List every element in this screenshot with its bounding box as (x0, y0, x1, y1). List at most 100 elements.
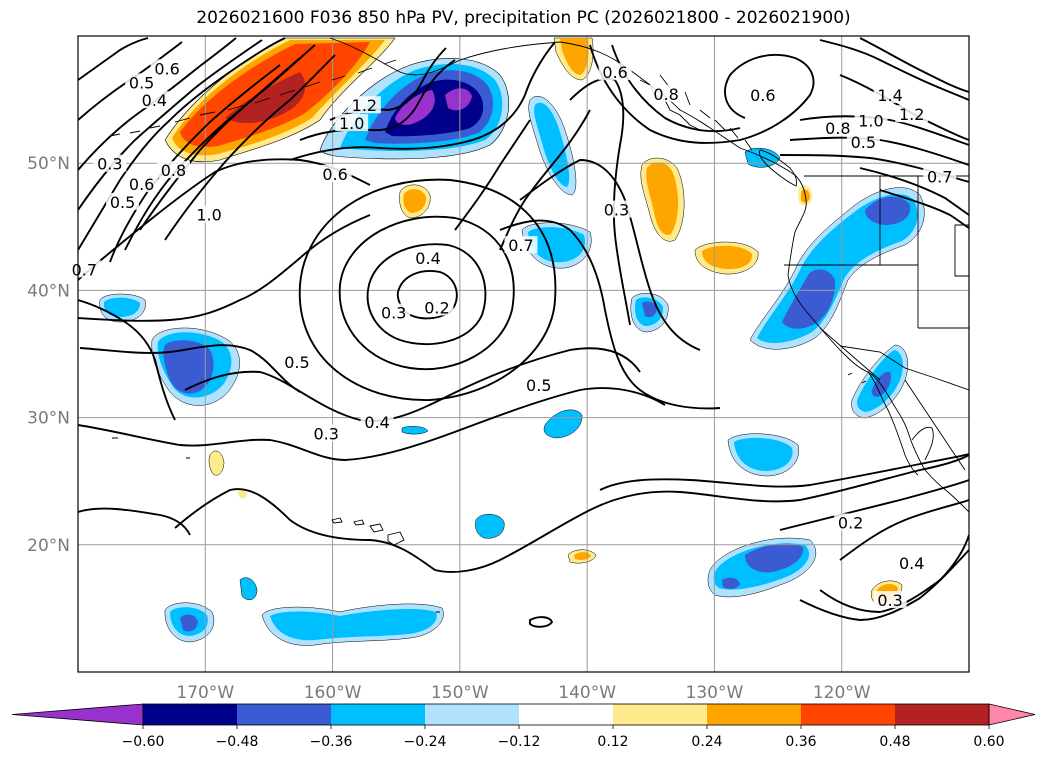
contour-label: 1.2 (899, 105, 924, 124)
contour-0.2-east (779, 479, 969, 531)
contour-label-bg (522, 376, 556, 394)
lon-tick-label: 170°W (176, 683, 234, 703)
negative-anomaly-142w-30n (543, 409, 583, 439)
positive-anomaly-170w-27n (208, 450, 225, 476)
contour-label: 0.3 (604, 201, 629, 220)
contour-label: 1.0 (858, 111, 883, 130)
contour-label-bg (834, 513, 868, 531)
contour-label-bg (125, 73, 159, 91)
contour-label-bg (746, 86, 780, 104)
colorbar-label: −0.24 (404, 734, 447, 750)
negative-anomaly-148w-22n (475, 514, 505, 539)
contour-1.2-ne (799, 115, 969, 146)
colorbar-label: 0.36 (785, 734, 816, 750)
contour-nw-1.0 (164, 54, 336, 241)
axis-tick-labels: 170°W 160°W 150°W 140°W 130°W 120°W 20°N 30°N 40… (27, 154, 871, 703)
contour-label: 0.8 (161, 161, 186, 180)
contour-label: 1.4 (877, 86, 902, 105)
us-state-lines (784, 176, 969, 381)
contour-label-bg (377, 303, 411, 321)
contour-0.5-ne-far (819, 39, 969, 101)
colorbar-bin (425, 704, 520, 725)
contour-label: 0.2 (424, 298, 449, 317)
contour-label-bg (599, 200, 633, 218)
contour-0.5-east (839, 499, 969, 561)
contour-label: 0.5 (526, 376, 551, 395)
negative-anomaly-175w-3 (163, 340, 214, 394)
hawaii-island-3 (369, 523, 384, 533)
contour-0.4-ring (529, 616, 554, 628)
contour-0.7-center (499, 109, 591, 251)
contour-labels: 0.60.50.4 1.21.00.3 0.80.60.51.00.60.70.60… (67, 59, 957, 610)
box-east-edge (954, 224, 969, 277)
negative-anomaly-142w-45n-2 (528, 227, 586, 263)
positive-anomaly-155w-47n-2 (403, 189, 427, 213)
island-small-2 (847, 372, 867, 384)
lat-tick-label: 30°N (27, 409, 70, 429)
contour-label-bg (873, 86, 907, 104)
colorbar-bin (331, 704, 426, 725)
positive-anomaly-135w-48n-2 (646, 162, 679, 235)
colorbar-bin (613, 704, 708, 725)
colorbar-label: 0.48 (879, 734, 910, 750)
contour-label-bg (821, 119, 855, 137)
positive-anomaly-nw-max (225, 72, 306, 124)
negative-anomaly-w38n-core (103, 297, 140, 317)
contour-label-bg (150, 59, 184, 77)
contour-label-bg (347, 96, 381, 114)
colorbar-label: −0.36 (310, 734, 353, 750)
contour-label: 0.3 (381, 304, 406, 323)
contour-label: 0.3 (877, 591, 902, 610)
negative-anomaly-westcoast-4 (865, 196, 911, 225)
contour-label: 0.5 (284, 353, 309, 372)
hawaii-island-2 (353, 519, 365, 526)
contour-label: 0.5 (129, 73, 154, 92)
island-small-1 (112, 437, 440, 613)
contour-label-bg (93, 154, 127, 172)
contour-label-bg (846, 133, 880, 151)
contour-label-bg (411, 248, 445, 266)
contour-0.6-west (78, 214, 371, 322)
contour-gulf-outer (289, 41, 556, 161)
contour-label: 0.8 (825, 119, 850, 138)
contour-nw-0.3 (78, 37, 286, 251)
contour-label-bg (895, 105, 929, 123)
contour-0.7-west (78, 158, 371, 281)
colorbar-extend-min (11, 703, 144, 726)
colorbar-label: −0.12 (498, 734, 541, 750)
contour-label-bg (420, 298, 454, 316)
contour-0.4-east (799, 549, 969, 621)
contour-label: 0.6 (602, 63, 627, 82)
contour-label: 0.7 (927, 167, 952, 186)
map-frame (77, 35, 970, 673)
contour-label-bg (106, 192, 140, 210)
colorbar-extend-max (988, 703, 1036, 726)
contour-label: 0.6 (154, 59, 179, 78)
contour-label: 0.7 (508, 236, 533, 255)
contour-nw-0.6b (124, 57, 301, 251)
contour-label-bg (137, 91, 171, 109)
contour-0.3-sw (78, 299, 176, 421)
contour-0.3-south (174, 454, 969, 573)
contour-label: 0.6 (750, 86, 775, 105)
lon-tick-label: 120°W (813, 683, 871, 703)
lon-tick-label: 140°W (558, 683, 616, 703)
colorbar-bin (801, 704, 896, 725)
negative-anomaly-westcoast-3 (782, 269, 836, 329)
colorbar-label: −0.48 (216, 734, 259, 750)
lat-tick-label: 40°N (27, 281, 70, 301)
contour-label: 0.3 (97, 155, 122, 174)
colorbar-label: 0.12 (597, 734, 628, 750)
contour-nw-0.7 (78, 37, 149, 81)
contour-1.0-gulf (299, 59, 456, 141)
lon-tick-label: 150°W (431, 683, 489, 703)
map-title: 2026021600 F036 850 hPa PV, precipitatio… (196, 8, 851, 28)
negative-anomaly-165w-15n-3 (180, 614, 198, 632)
lat-tick-label: 20°N (27, 536, 70, 556)
negative-anomaly-gulf-6 (445, 88, 472, 111)
colorbar-bin (519, 704, 614, 725)
negative-anomaly-138w-38n-3 (642, 301, 657, 318)
contour-label: 0.4 (415, 249, 440, 268)
lon-tick-label: 160°W (304, 683, 362, 703)
contour-label-bg (854, 111, 888, 129)
